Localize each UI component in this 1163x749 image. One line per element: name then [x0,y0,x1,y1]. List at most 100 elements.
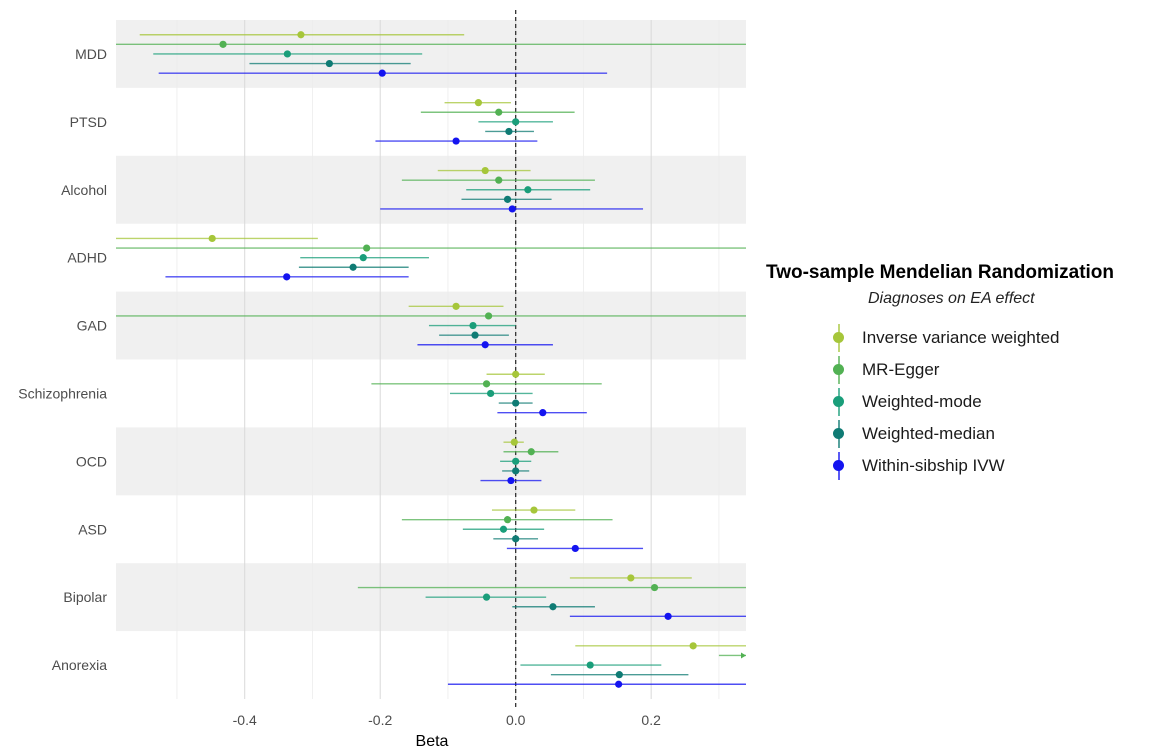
x-tick-label: 0.0 [506,712,526,728]
estimate-within-sibship-ivw-mdd [158,69,608,77]
category-label-mdd: MDD [75,46,107,62]
point-estimate [664,612,672,620]
point-estimate [505,127,513,136]
vertical-gridlines [176,20,720,699]
point-estimate [471,331,479,339]
point-estimate [627,574,635,582]
point-estimate [503,516,512,524]
point-estimate [452,137,460,145]
legend-key [828,418,850,450]
legend-key [828,386,850,418]
estimate-mr-egger-anorexia [718,652,746,659]
estimate-within-sibship-ivw-anorexia [447,680,746,688]
x-tick-label: 0.2 [641,712,661,728]
estimate-weighted-mode-bipolar [425,593,547,601]
point-estimate [283,273,291,281]
legend-label: MR-Egger [862,360,940,379]
point-estimate [512,370,520,378]
category-label-anorexia: Anorexia [52,657,107,673]
estimate-mr-egger-gad [116,312,746,320]
legend: Two-sample Mendelian Randomization Diagn… [766,262,1163,482]
point-estimate [549,603,557,611]
estimate-within-sibship-ivw-ptsd [375,137,538,145]
point-estimate [484,312,493,320]
point-estimate [363,244,371,252]
legend-label: Weighted-mode [862,392,982,411]
estimate-inverse-variance-weighted-asd [491,506,576,514]
legend-key [828,322,850,354]
estimate-weighted-mode-asd [462,525,545,533]
estimate-mr-egger-mdd [116,40,746,48]
point-estimate [297,31,305,39]
estimate-within-sibship-ivw-alcohol [380,205,644,213]
point-estimate [283,50,291,58]
estimate-weighted-median-adhd [298,263,409,271]
category-label-ocd: OCD [76,453,107,469]
point-estimate [499,525,508,533]
category-label-schizophrenia: Schizophrenia [18,385,107,401]
point-estimate [507,476,515,485]
x-tick-label: -0.4 [233,712,257,728]
estimate-weighted-mode-adhd [300,254,429,262]
estimate-inverse-variance-weighted-anorexia [575,642,746,650]
estimate-within-sibship-ivw-gad [417,341,553,349]
point-estimate [452,302,460,310]
legend-item-mr-egger: MR-Egger [828,354,1163,386]
estimate-mr-egger-ocd [503,448,559,456]
category-label-asd: ASD [78,521,107,537]
category-label-bipolar: Bipolar [63,589,107,605]
point-estimate [512,535,520,543]
legend-key-dot [833,332,844,343]
legend-item-weighted-median: Weighted-median [828,418,1163,450]
estimate-mr-egger-bipolar [357,583,746,592]
point-estimate [482,380,491,388]
point-estimate [378,69,386,77]
estimate-mr-egger-schizophrenia [371,380,602,388]
point-estimate [487,389,495,398]
category-label-gad: GAD [77,318,107,334]
point-estimate [650,583,659,592]
estimate-inverse-variance-weighted-alcohol [437,166,531,175]
estimate-weighted-mode-ocd [500,457,532,465]
estimate-inverse-variance-weighted-ptsd [444,99,511,107]
estimate-weighted-median-ptsd [485,127,534,136]
x-axis-title: Beta [416,733,449,749]
category-label-alcohol: Alcohol [61,182,107,198]
legend-item-inverse-variance-weighted: Inverse variance weighted [828,322,1163,354]
legend-label: Within-sibship IVW [862,456,1005,475]
estimate-weighted-mode-ptsd [478,118,553,126]
estimate-weighted-median-bipolar [512,603,595,611]
legend-key-dot [833,396,844,407]
point-estimate [469,321,477,330]
point-estimate [615,671,623,679]
y-axis-category-labels: MDD PTSD Alcohol ADHD GAD Schizophrenia OCD ASD… [18,46,107,673]
legend-item-weighted-mode: Weighted-mode [828,386,1163,418]
estimate-within-sibship-ivw-bipolar [569,612,746,620]
point-estimate [495,108,503,116]
point-estimate [508,205,516,213]
legend-label: Inverse variance weighted [862,328,1060,347]
legend-key-dot [833,460,844,471]
x-axis-tick-labels: -0.4 -0.2 0.0 0.2 [233,712,661,728]
estimate-weighted-mode-mdd [153,50,423,58]
point-estimate [524,186,532,194]
legend-title: Two-sample Mendelian Randomization [766,262,1115,283]
forest-plot: MDD PTSD Alcohol ADHD GAD Schizophrenia OCD ASD… [18,10,746,749]
point-estimate [539,409,547,417]
estimate-within-sibship-ivw-schizophrenia [497,409,587,417]
point-estimate [527,448,535,456]
point-estimate [512,118,520,126]
estimate-inverse-variance-weighted-ocd [503,438,524,446]
category-label-ptsd: PTSD [70,114,107,130]
point-estimate [615,680,623,688]
band-alcohol [116,155,746,224]
x-tick-label: -0.2 [368,712,392,728]
legend-label: Weighted-median [862,424,995,443]
legend-subtitle: Diagnoses on EA effect [868,290,1035,307]
legend-key-dot [833,364,844,375]
point-estimate [208,234,216,243]
estimate-inverse-variance-weighted-gad [408,302,504,310]
estimate-mr-egger-adhd [116,244,746,252]
legend-key [828,354,850,386]
estimate-inverse-variance-weighted-schizophrenia [486,370,545,378]
